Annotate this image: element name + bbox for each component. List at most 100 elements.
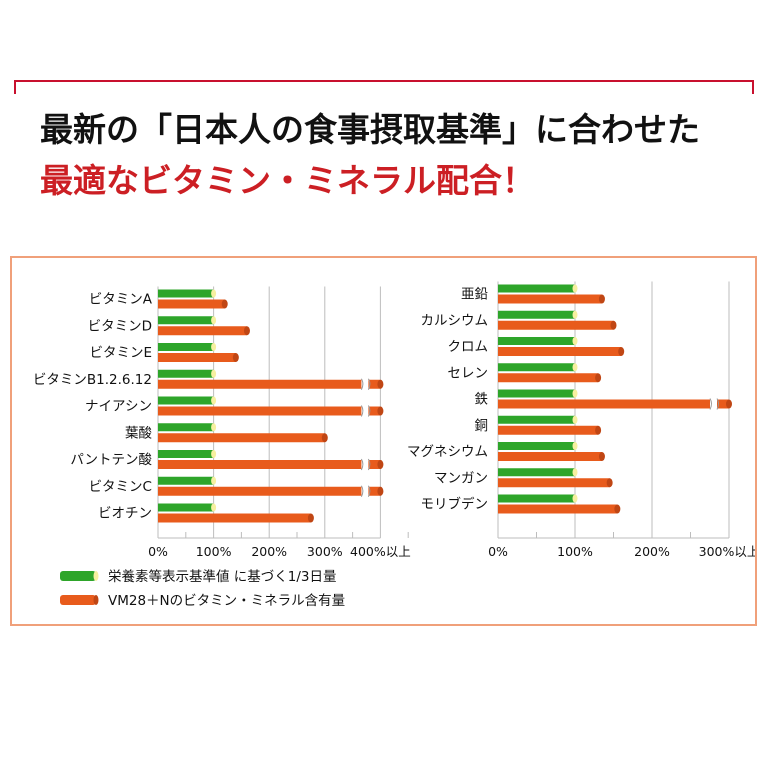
bar-green-cap xyxy=(211,450,217,458)
bar-orange-cap xyxy=(618,347,625,356)
bar-orange-cap xyxy=(307,513,314,523)
bar-green-cap xyxy=(211,396,217,405)
axis-break-mark xyxy=(367,485,371,497)
bar-green-cap xyxy=(211,316,217,325)
bar-orange xyxy=(158,486,381,496)
bar-orange-cap xyxy=(598,294,605,304)
bar-orange xyxy=(498,399,729,409)
category-label: クロム xyxy=(448,339,489,355)
bar-green-cap xyxy=(211,343,217,351)
axis-break-mark xyxy=(367,458,371,471)
bar-orange xyxy=(158,406,381,416)
bar-orange-cap xyxy=(610,320,617,330)
bar-green xyxy=(158,503,214,512)
bar-green-cap xyxy=(572,468,578,477)
bar-green xyxy=(498,494,575,503)
category-label: ビタミンA xyxy=(89,292,153,308)
bar-green-cap xyxy=(211,476,217,485)
bar-green xyxy=(498,415,575,424)
bar-green xyxy=(158,343,214,351)
bar-green xyxy=(158,316,214,325)
header-rule-right-tick xyxy=(752,80,754,94)
legend-label: 栄養素等表示基準値 に基づく1/3日量 xyxy=(108,568,337,585)
bar-charts: 0% 100% 200% 300% 400%以上 ビタミンA ビタミンD ビタミンE ビタミンB… xyxy=(33,281,755,609)
bar-orange-cap xyxy=(377,460,384,469)
category-label: セレン xyxy=(448,365,489,381)
bar-green-cap xyxy=(572,337,578,345)
legend-swatch-cap xyxy=(93,595,99,605)
bar-green-cap xyxy=(572,389,578,398)
bar-green xyxy=(498,442,575,450)
axis-break-mark xyxy=(709,398,712,410)
bar-green xyxy=(498,337,575,345)
axis-break-mark xyxy=(367,405,371,417)
axis-break-gap xyxy=(361,378,369,390)
bar-green-cap xyxy=(211,289,217,298)
axis-break-gap xyxy=(710,398,717,410)
bar-orange-cap xyxy=(377,379,384,389)
axis-break-mark xyxy=(360,458,364,471)
category-label: マンガン xyxy=(434,470,488,486)
bar-green xyxy=(158,423,214,432)
x-tick-label: 100% xyxy=(196,544,232,559)
category-label: モリブデン xyxy=(421,496,489,513)
headline-line-1: 最新の「日本人の食事摂取基準」に合わせた xyxy=(40,110,700,149)
bar-orange xyxy=(158,326,247,336)
bar-green xyxy=(498,468,575,477)
chart-panel: 0% 100% 200% 300% 400%以上 ビタミンA ビタミンD ビタミンE ビタミンB… xyxy=(10,256,757,626)
bar-green xyxy=(158,369,214,378)
axis-break-mark xyxy=(360,485,364,497)
bar-orange-cap xyxy=(377,406,384,416)
category-label: 亜鉛 xyxy=(461,287,488,303)
bar-green-cap xyxy=(572,415,578,424)
legend-swatch xyxy=(60,595,96,605)
category-label: ビタミンB1.2.6.12 xyxy=(33,372,152,388)
bar-orange-cap xyxy=(221,299,228,309)
bar-green-cap xyxy=(572,363,578,372)
bar-green xyxy=(498,389,575,398)
bar-green-cap xyxy=(211,369,217,378)
axis-break-mark xyxy=(716,398,719,410)
x-tick-label: 0% xyxy=(488,544,508,559)
bar-orange-cap xyxy=(595,373,602,383)
bar-green-cap xyxy=(572,310,578,319)
category-label: 銅 xyxy=(475,418,489,434)
bar-orange-cap xyxy=(377,486,384,496)
category-label: ビタミンC xyxy=(89,479,152,495)
bar-orange-cap xyxy=(614,504,621,514)
bar-green-cap xyxy=(211,423,217,432)
legend-label: VM28＋Nのビタミン・ミネラル含有量 xyxy=(108,593,345,609)
headline-line-2: 最適なビタミン・ミネラル配合！ xyxy=(40,161,535,200)
category-label: ビオチン xyxy=(98,506,152,522)
x-tick-label: 100% xyxy=(557,544,593,559)
bar-green-cap xyxy=(572,442,578,450)
bar-orange xyxy=(498,478,610,488)
category-label: マグネシウム xyxy=(407,444,488,460)
x-tick-label: 400%以上 xyxy=(350,544,411,559)
bar-green-cap xyxy=(211,503,217,512)
x-tick-label: 300%以上 xyxy=(699,544,755,559)
category-label: 葉酸 xyxy=(125,425,152,441)
bar-orange xyxy=(498,425,599,435)
bar-orange-cap xyxy=(598,452,605,461)
x-tick-label: 200% xyxy=(251,544,287,559)
x-tick-label: 200% xyxy=(634,544,670,559)
category-label: ナイアシン xyxy=(85,399,152,415)
bar-green xyxy=(158,450,214,458)
header-rule-left-tick xyxy=(14,80,16,94)
legend-swatch-cap xyxy=(93,571,99,581)
bar-orange-cap xyxy=(321,433,328,443)
bar-green xyxy=(498,363,575,372)
category-label: パントテン酸 xyxy=(70,452,152,468)
bar-green-cap xyxy=(572,494,578,503)
bar-orange-cap xyxy=(606,478,613,488)
bar-orange xyxy=(158,460,381,469)
bar-green xyxy=(158,396,214,405)
axis-break-mark xyxy=(367,378,371,390)
bar-orange-cap xyxy=(243,326,250,336)
bar-orange xyxy=(498,347,622,356)
category-label: ビタミンE xyxy=(89,345,152,361)
bar-green xyxy=(498,284,575,293)
x-tick-label: 300% xyxy=(307,544,343,559)
axis-break-gap xyxy=(361,485,369,497)
